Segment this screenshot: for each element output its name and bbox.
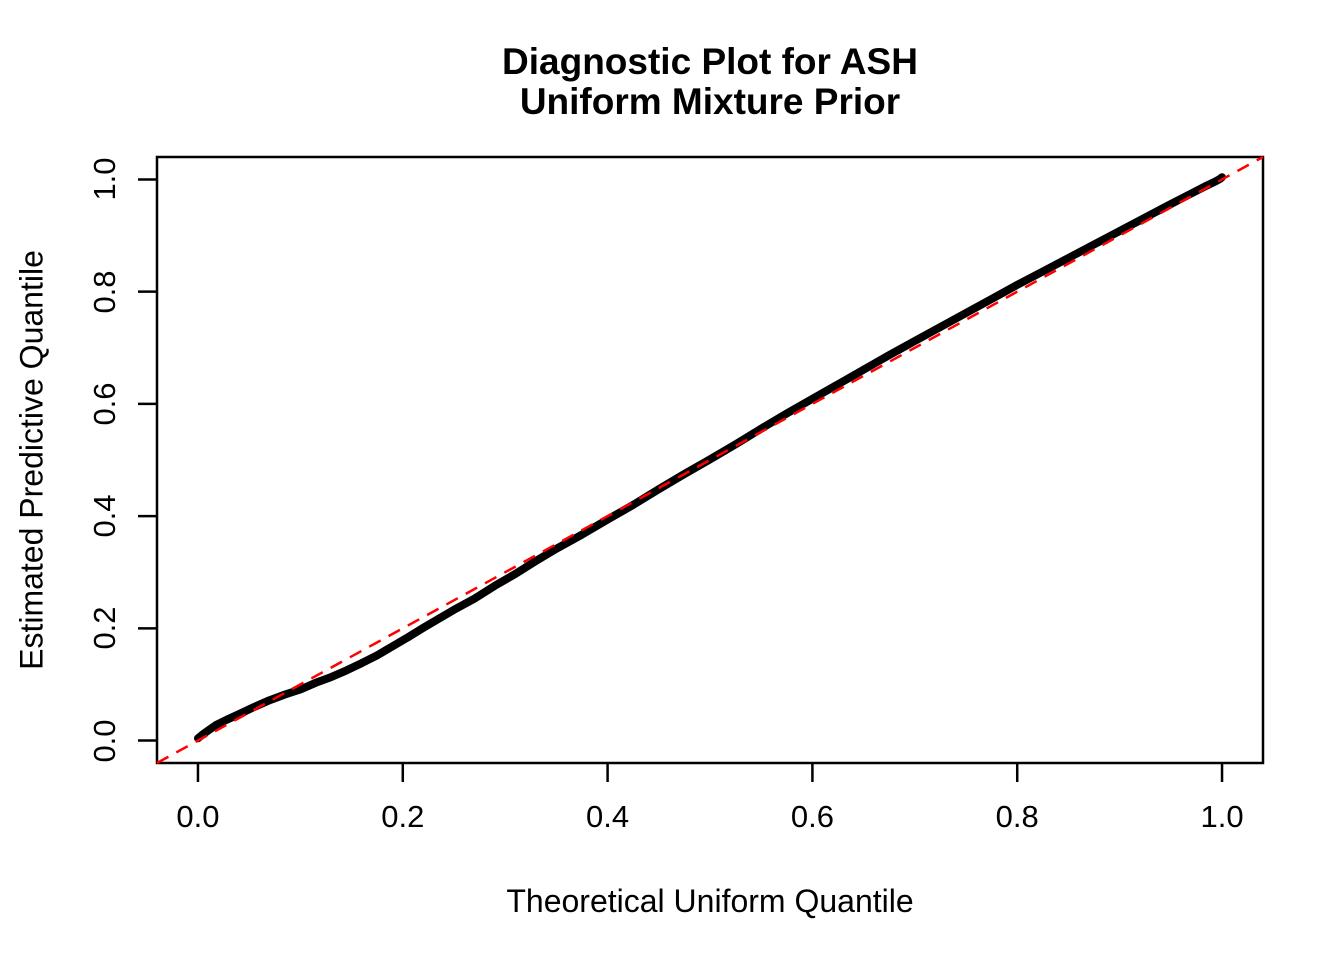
plot-border-box — [155, 155, 1265, 765]
x-axis-ticks — [196, 763, 1224, 782]
x-tick-label: 0.4 — [586, 799, 630, 834]
reference-diagonal-line — [156, 155, 1264, 765]
chart-title-line1: Diagnostic Plot for ASH — [502, 41, 918, 82]
x-tick-label: 0.8 — [995, 799, 1039, 834]
qq-curve — [194, 173, 1226, 743]
x-tick-label: 0.0 — [176, 799, 220, 834]
y-tick-label: 0.6 — [87, 382, 122, 426]
y-axis-title: Estimated Predictive Quantile — [13, 250, 50, 670]
y-tick-label: 0.8 — [87, 270, 122, 314]
x-tick-label: 1.0 — [1200, 799, 1244, 834]
chart-title: Diagnostic Plot for ASH Uniform Mixture P… — [157, 42, 1263, 122]
y-tick-label: 0.2 — [87, 606, 122, 650]
chart-title-line2: Uniform Mixture Prior — [519, 81, 901, 122]
y-tick-label: 0.0 — [87, 718, 122, 763]
x-tick-label: 0.6 — [790, 799, 834, 834]
y-tick-label: 1.0 — [87, 157, 122, 201]
x-tick-label: 0.2 — [381, 799, 425, 834]
y-axis-ticks — [138, 178, 157, 742]
y-tick-label: 0.4 — [87, 494, 122, 538]
x-axis-title: Theoretical Uniform Quantile — [506, 883, 914, 919]
